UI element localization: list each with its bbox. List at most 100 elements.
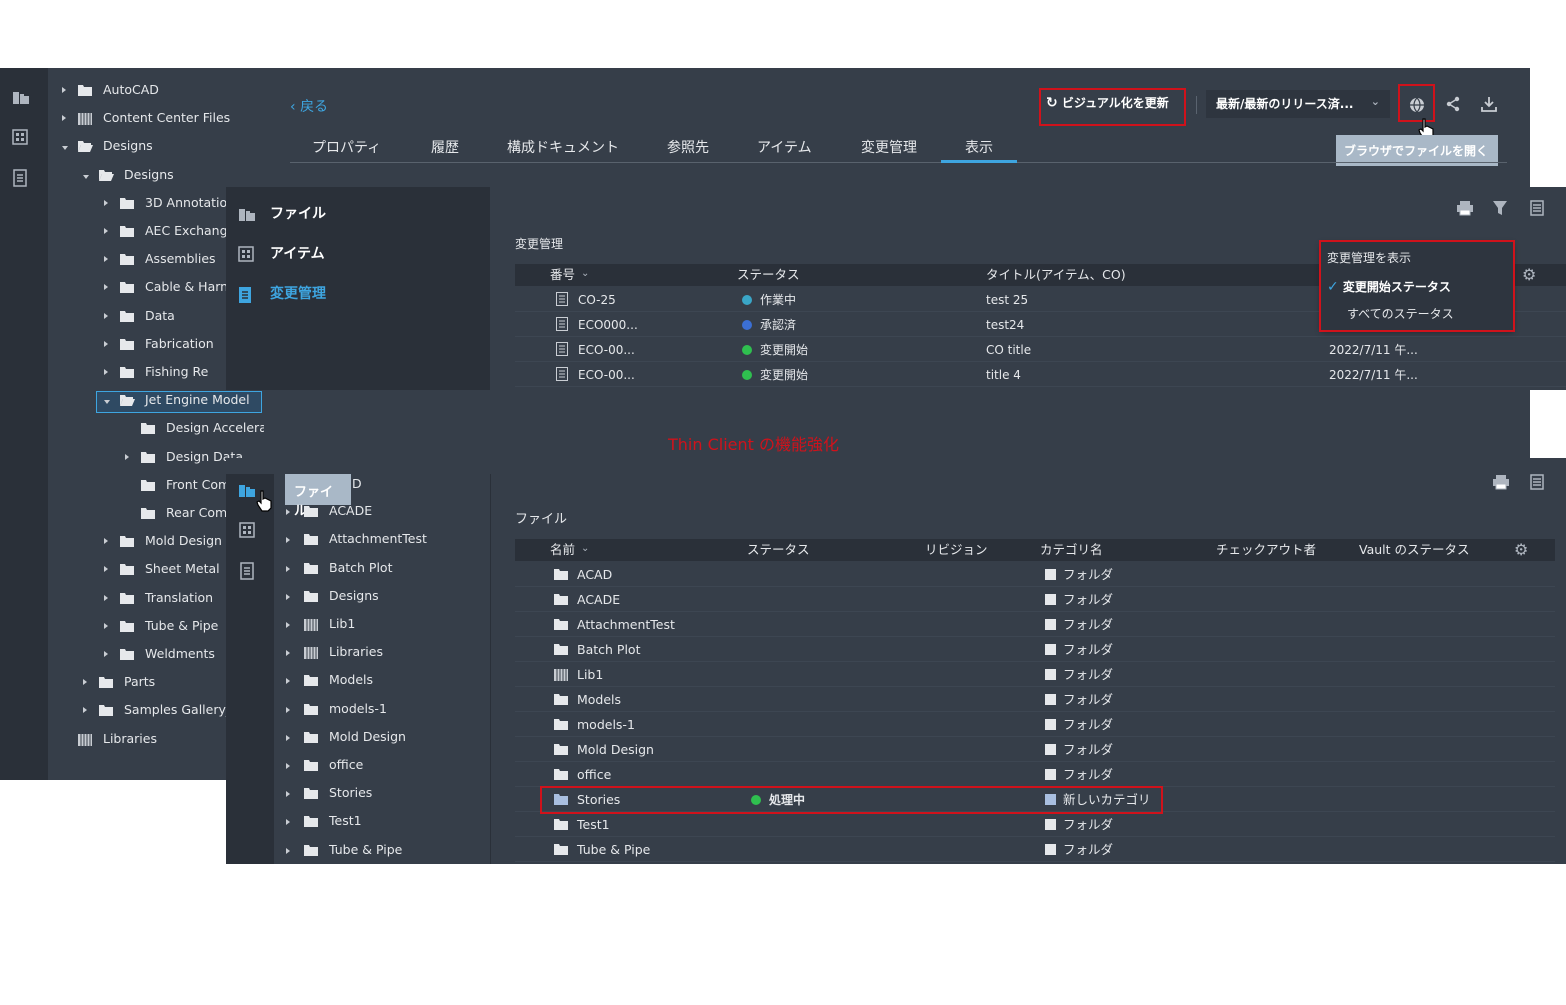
print-icon[interactable] [1456, 200, 1474, 216]
caret-right-icon[interactable] [62, 87, 66, 93]
tree-item-label[interactable]: Lib1 [329, 616, 356, 631]
tree-item-label[interactable]: D [352, 476, 362, 491]
file-row[interactable] [515, 762, 1555, 787]
share-icon[interactable] [1445, 96, 1461, 112]
tab-item[interactable]: 参照先 [667, 140, 709, 156]
caret-right-icon[interactable] [104, 284, 108, 291]
caret-right-icon[interactable] [104, 594, 108, 601]
file-row[interactable] [515, 687, 1555, 712]
file-row[interactable] [515, 587, 1555, 612]
files-column-header[interactable]: 名前 [550, 542, 576, 557]
caret-right-icon[interactable] [104, 369, 108, 375]
tree-item-label[interactable]: models-1 [329, 700, 387, 716]
caret-right-icon[interactable] [286, 791, 290, 798]
flyout-item[interactable]: ファイル [270, 206, 326, 222]
flyout-item[interactable]: 変更管理 [270, 286, 326, 302]
caret-right-icon[interactable] [104, 312, 108, 319]
change-row[interactable] [515, 362, 1566, 387]
lower-rail-items-icon[interactable] [239, 522, 255, 538]
caret-right-icon[interactable] [286, 678, 290, 685]
tree-item-label[interactable]: Libraries [329, 644, 383, 660]
files-table-gear-icon[interactable]: ⚙ [1514, 540, 1529, 559]
filter-icon[interactable] [1492, 200, 1508, 216]
caret-right-icon[interactable] [62, 115, 66, 122]
tab-item[interactable]: 変更管理 [861, 140, 917, 156]
caret-down-icon[interactable] [104, 400, 110, 405]
column-chooser-icon[interactable] [1530, 200, 1544, 216]
change-row[interactable] [515, 287, 1566, 312]
lower-rail-files-icon[interactable] [238, 482, 256, 500]
caret-right-icon[interactable] [286, 509, 290, 516]
caret-right-icon[interactable] [104, 622, 108, 629]
rail-change-icon[interactable] [13, 169, 27, 187]
filter-option-all[interactable]: すべてのステータス [1347, 307, 1454, 321]
caret-right-icon[interactable] [286, 763, 290, 769]
change-table-column-header[interactable]: ステータス [737, 267, 800, 282]
file-row[interactable] [515, 787, 1555, 812]
caret-right-icon[interactable] [286, 650, 290, 657]
tree-item-label[interactable]: Models [329, 672, 374, 688]
download-icon[interactable] [1481, 96, 1497, 112]
file-row[interactable] [515, 637, 1555, 662]
tree-item-label[interactable]: Stories [329, 785, 373, 801]
caret-right-icon[interactable] [83, 679, 87, 686]
caret-right-icon[interactable] [286, 593, 290, 600]
flyout-item[interactable]: アイテム [270, 246, 325, 262]
caret-down-icon[interactable] [62, 146, 68, 151]
lower-print-icon[interactable] [1492, 474, 1510, 490]
change-table-column-header[interactable]: タイトル(アイテム、CO) [986, 267, 1126, 282]
lower-column-chooser-icon[interactable] [1530, 474, 1544, 490]
caret-right-icon[interactable] [286, 537, 290, 544]
change-table-column-header[interactable]: 番号 [550, 267, 576, 282]
tree-item[interactable] [96, 391, 262, 414]
rail-files-icon[interactable] [12, 89, 30, 107]
tab-item[interactable]: 表示 [965, 140, 993, 156]
tree-item-label[interactable]: Designs [329, 587, 379, 603]
files-column-header[interactable]: Vault のステータス [1359, 542, 1470, 557]
caret-down-icon[interactable] [83, 174, 89, 179]
open-in-browser-icon[interactable] [1408, 96, 1426, 114]
tab-item[interactable]: 履歴 [431, 140, 459, 156]
caret-right-icon[interactable] [104, 228, 108, 234]
file-row[interactable] [515, 812, 1555, 837]
files-column-header[interactable]: リビジョン [925, 542, 988, 557]
tab-item[interactable]: アイテム [757, 140, 812, 156]
caret-right-icon[interactable] [104, 199, 108, 206]
caret-right-icon[interactable] [104, 566, 108, 573]
tab-item[interactable]: プロパティ [312, 140, 382, 156]
file-row[interactable] [515, 837, 1555, 862]
lower-rail-change-icon[interactable] [240, 562, 254, 580]
files-column-header[interactable]: チェックアウト者 [1216, 542, 1317, 557]
caret-right-icon[interactable] [286, 734, 290, 741]
caret-right-icon[interactable] [104, 340, 108, 347]
release-select[interactable]: 最新/最新のリリース済... ⌄ [1206, 90, 1390, 118]
caret-right-icon[interactable] [286, 622, 290, 628]
tree-item-label[interactable]: Test1 [329, 813, 362, 829]
caret-right-icon[interactable] [83, 707, 87, 714]
tree-item-label[interactable]: ACADE [329, 503, 373, 519]
files-column-header[interactable]: ステータス [747, 542, 810, 557]
filter-option-active[interactable]: ✓ 変更開始ステータス [1327, 279, 1451, 295]
tree-item-label[interactable]: office [329, 757, 364, 772]
file-row[interactable] [515, 712, 1555, 737]
file-row[interactable] [515, 737, 1555, 762]
tree-item-label[interactable]: Tube & Pipe [329, 841, 403, 857]
tree-item-label[interactable]: Batch Plot [329, 559, 393, 575]
refresh-visualization-button[interactable]: ↻ ビジュアル化を更新 [1046, 95, 1169, 111]
tree-item-label[interactable]: Mold Design [329, 728, 406, 744]
caret-right-icon[interactable] [286, 565, 290, 572]
caret-right-icon[interactable] [286, 819, 290, 826]
back-link[interactable]: ‹ 戻る [290, 99, 329, 115]
caret-right-icon[interactable] [286, 706, 290, 713]
caret-right-icon[interactable] [104, 538, 108, 545]
tab-item[interactable]: 構成ドキュメント [507, 140, 619, 156]
caret-right-icon[interactable] [104, 651, 108, 657]
change-row[interactable] [515, 337, 1566, 362]
caret-right-icon[interactable] [286, 847, 290, 854]
change-row[interactable] [515, 312, 1566, 337]
file-row[interactable] [515, 562, 1555, 587]
caret-right-icon[interactable] [125, 453, 129, 460]
file-row[interactable] [515, 662, 1555, 687]
file-row[interactable] [515, 612, 1555, 637]
rail-items-icon[interactable] [12, 129, 28, 145]
